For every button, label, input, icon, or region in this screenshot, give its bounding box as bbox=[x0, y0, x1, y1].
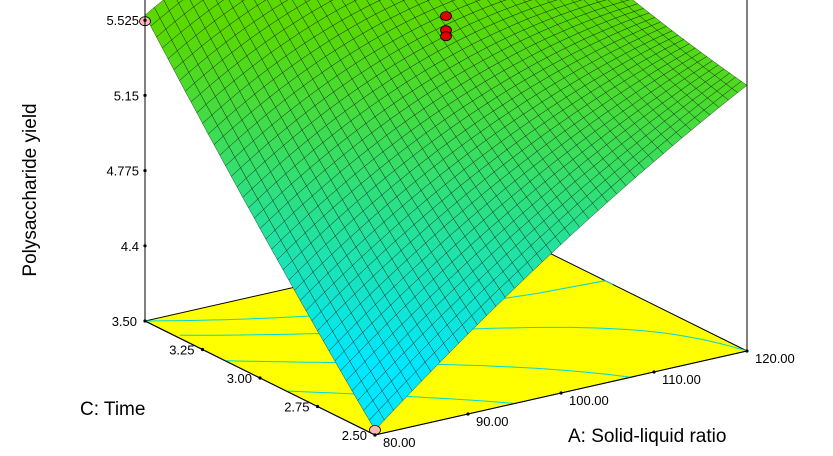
y-tick-mark bbox=[200, 347, 205, 352]
design-point bbox=[440, 11, 452, 22]
z-tick-label: 4.775 bbox=[106, 164, 139, 179]
surface-cell bbox=[215, 0, 224, 5]
x-tick-mark bbox=[466, 412, 470, 416]
z-axis-title: Polysaccharide yield bbox=[20, 103, 41, 276]
x-tick-mark bbox=[559, 391, 563, 395]
y-tick-label: 3.00 bbox=[227, 371, 252, 386]
x-tick-mark bbox=[745, 349, 749, 353]
y-tick-mark bbox=[373, 433, 377, 437]
x-axis-title: A: Solid-liquid ratio bbox=[568, 426, 726, 447]
surface-cell bbox=[176, 0, 184, 4]
z-tick-mark bbox=[143, 18, 147, 22]
x-tick-label: 120.00 bbox=[755, 351, 795, 366]
z-tick-label: 5.525 bbox=[106, 13, 139, 28]
x-tick-label: 110.00 bbox=[662, 372, 701, 387]
design-points bbox=[139, 11, 452, 435]
y-tick-mark bbox=[315, 404, 320, 409]
y-tick-label: 2.50 bbox=[342, 428, 367, 443]
y-tick-mark bbox=[143, 319, 147, 323]
x-tick-label: 100.00 bbox=[569, 393, 609, 408]
x-tick-label: 90.00 bbox=[476, 414, 509, 429]
x-tick-label: 80.00 bbox=[383, 435, 416, 450]
contour-line bbox=[179, 326, 748, 352]
z-tick-mark bbox=[143, 169, 147, 173]
z-tick-label: 4.4 bbox=[121, 239, 139, 254]
contour-line bbox=[226, 360, 631, 378]
z-tick-mark bbox=[143, 93, 147, 97]
axis-ticks: 4.44.7755.155.5255.980.0090.00100.00110.… bbox=[106, 13, 795, 450]
z-tick-label: 5.15 bbox=[114, 88, 139, 103]
design-point bbox=[440, 31, 452, 42]
y-tick-label: 3.50 bbox=[112, 314, 137, 329]
y-tick-label: 2.75 bbox=[284, 400, 309, 415]
y-tick-label: 3.25 bbox=[169, 343, 194, 358]
y-tick-mark bbox=[258, 376, 262, 380]
surface-cell bbox=[369, 410, 385, 431]
y-axis-title: C: Time bbox=[80, 399, 145, 420]
x-tick-mark bbox=[652, 370, 656, 374]
response-surface bbox=[144, 0, 748, 431]
surface-cell bbox=[279, 0, 289, 4]
z-tick-mark bbox=[143, 244, 147, 248]
